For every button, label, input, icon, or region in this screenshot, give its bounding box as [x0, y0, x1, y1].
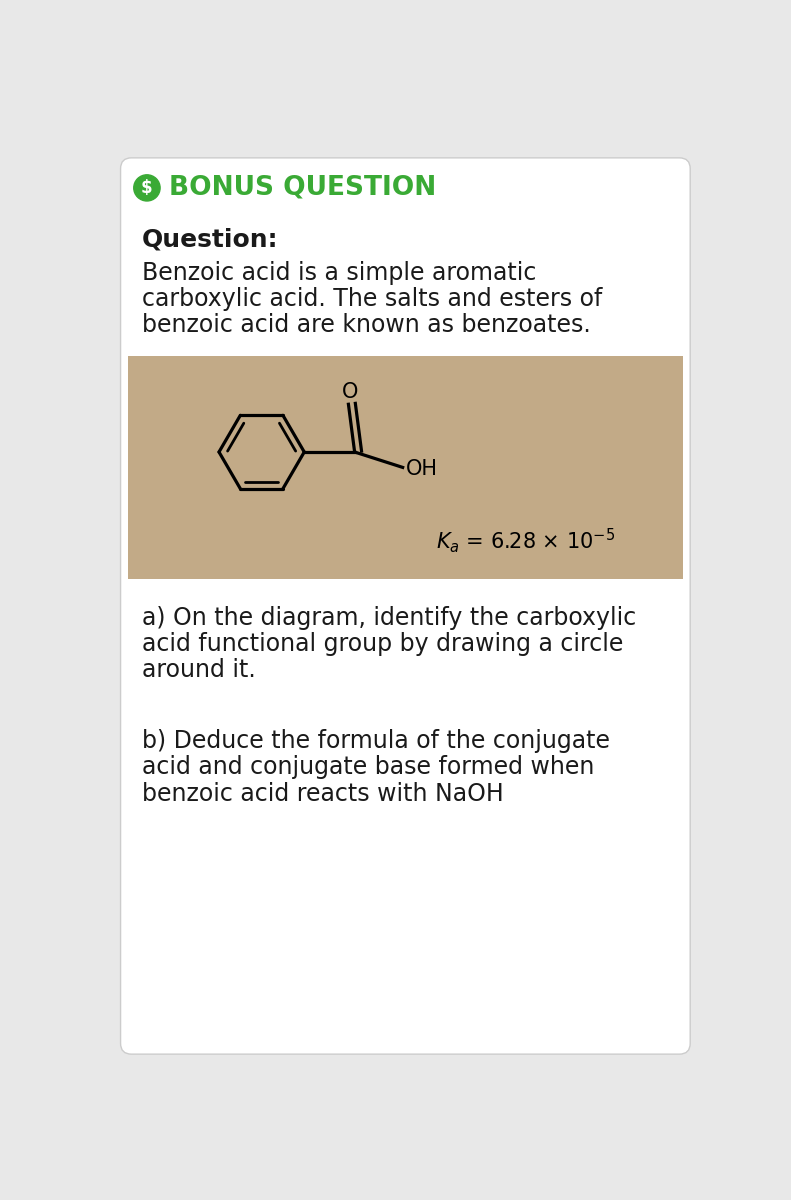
FancyBboxPatch shape — [128, 355, 683, 580]
Text: $K_a$ = 6.28 × 10$^{-5}$: $K_a$ = 6.28 × 10$^{-5}$ — [436, 526, 615, 554]
FancyBboxPatch shape — [120, 158, 691, 1054]
Text: a) On the diagram, identify the carboxylic: a) On the diagram, identify the carboxyl… — [142, 606, 636, 630]
Text: BONUS QUESTION: BONUS QUESTION — [168, 175, 436, 200]
Text: benzoic acid reacts with NaOH: benzoic acid reacts with NaOH — [142, 781, 503, 805]
Circle shape — [134, 175, 160, 200]
Text: Question:: Question: — [142, 227, 278, 251]
Text: $: $ — [141, 179, 153, 197]
Text: OH: OH — [406, 458, 437, 479]
Text: b) Deduce the formula of the conjugate: b) Deduce the formula of the conjugate — [142, 730, 610, 754]
Text: benzoic acid are known as benzoates.: benzoic acid are known as benzoates. — [142, 313, 590, 337]
Text: O: O — [342, 382, 358, 402]
Text: acid functional group by drawing a circle: acid functional group by drawing a circl… — [142, 632, 623, 656]
Text: carboxylic acid. The salts and esters of: carboxylic acid. The salts and esters of — [142, 287, 602, 311]
Text: acid and conjugate base formed when: acid and conjugate base formed when — [142, 755, 594, 779]
Text: Benzoic acid is a simple aromatic: Benzoic acid is a simple aromatic — [142, 262, 536, 286]
Text: around it.: around it. — [142, 659, 255, 683]
